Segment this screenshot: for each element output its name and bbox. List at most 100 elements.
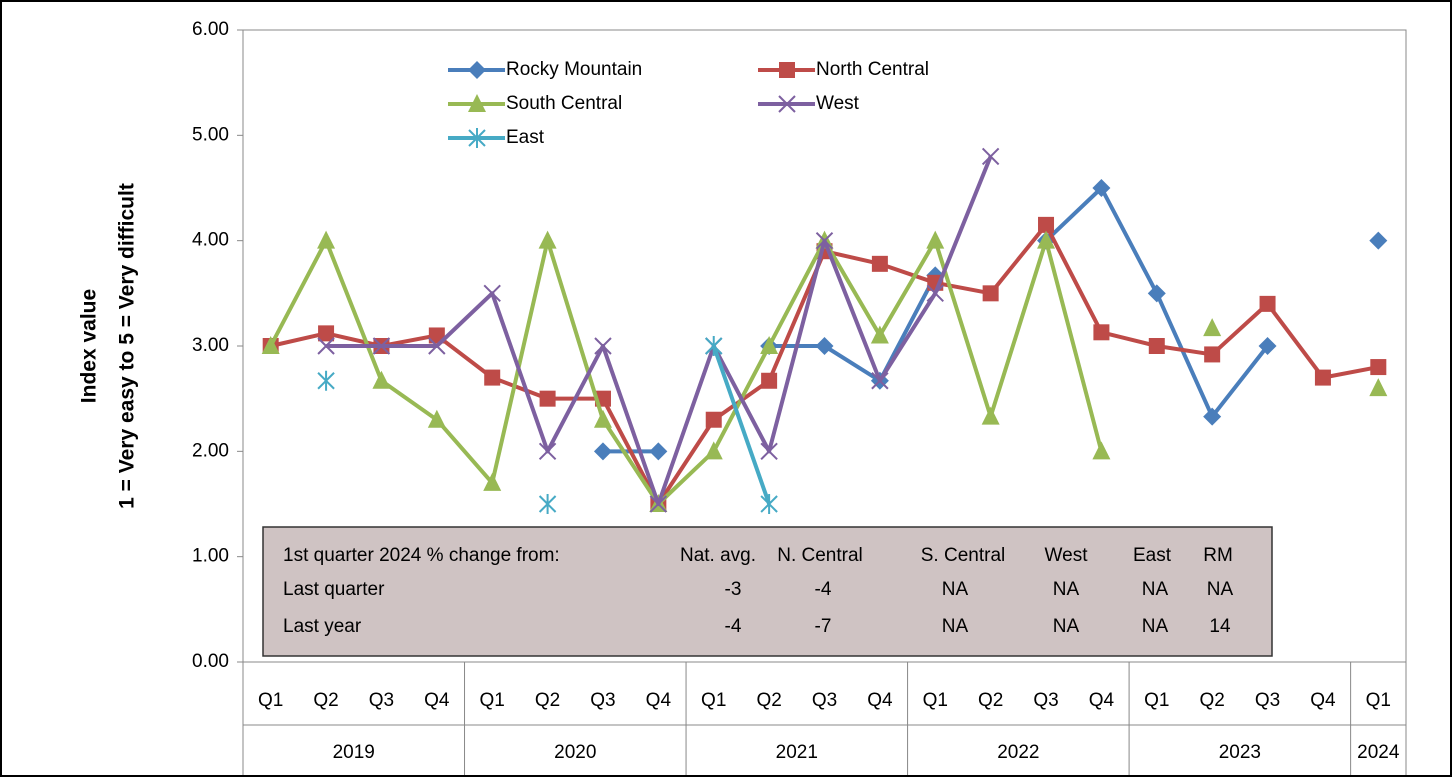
x-tick-label: Q4 [867,690,893,711]
marker [539,390,556,407]
marker [1369,378,1388,397]
annotation-table [262,526,1273,657]
marker [815,231,834,250]
marker [1369,231,1388,250]
marker [870,325,889,344]
marker [538,494,557,514]
marker [981,406,1000,425]
table-cell: NA [1207,579,1234,600]
x-tick-label: Q4 [424,690,450,711]
y-tick-label: 3.00 [192,335,229,356]
marker [760,442,778,461]
table-header: S. Central [921,545,1005,566]
legend-marker [468,61,486,79]
legend-marker [779,62,795,78]
x-tick-label: Q1 [1366,690,1391,711]
x-group-label: 2022 [997,742,1039,763]
marker [705,411,722,428]
marker [1370,359,1387,376]
marker [1147,284,1166,303]
x-tick-label: Q4 [1089,690,1115,711]
marker [318,325,335,342]
marker [317,337,335,355]
table-header: 1st quarter 2024 % change from: [283,545,560,566]
table-header: Nat. avg. [680,545,756,566]
table-cell: -4 [815,579,832,600]
table-cell: NA [1142,616,1169,637]
table-cell: NA [942,579,969,600]
table-cell: NA [1053,616,1080,637]
table-cell: -4 [725,616,742,637]
marker [593,409,612,428]
marker [372,370,391,389]
y-tick-label: 6.00 [192,19,229,40]
table-cell: NA [942,616,969,637]
x-tick-label: Q2 [1199,690,1224,711]
x-group-label: 2019 [333,742,375,763]
marker [1092,441,1111,460]
marker [1093,324,1110,341]
marker [815,337,834,355]
marker [760,336,779,354]
legend-marker [778,95,796,113]
marker [428,337,446,355]
marker [1038,216,1055,233]
marker [760,494,778,514]
table-cell: Last quarter [283,579,385,600]
x-tick-label: Q4 [1310,690,1336,711]
x-tick-label: Q3 [590,690,615,711]
marker [1258,337,1277,355]
x-group-label: 2023 [1219,742,1261,763]
marker [649,495,668,513]
table-cell: -7 [815,616,832,637]
marker [1314,369,1331,386]
marker [649,442,668,461]
y-tick-label: 0.00 [192,651,229,672]
x-tick-label: Q2 [756,690,781,711]
marker [593,442,612,461]
x-tick-label: Q1 [923,690,948,711]
table-header: RM [1203,545,1233,566]
table-cell: Last year [283,616,362,637]
y-axis-label: Index value [78,289,101,403]
x-tick-label: Q4 [646,690,672,711]
marker [484,369,501,386]
legend-label: East [506,127,545,148]
marker [1092,179,1111,197]
marker [704,441,723,460]
marker [1203,407,1222,426]
series-line [711,345,772,505]
table-cell: 14 [1209,616,1231,637]
table-header: East [1133,545,1172,566]
x-group-label: 2024 [1357,742,1400,763]
x-tick-label: Q1 [701,690,726,711]
marker [1259,295,1276,312]
marker [372,337,391,355]
marker [705,336,723,356]
marker [761,372,778,389]
marker [594,337,612,355]
legend-marker [468,128,486,148]
marker [926,284,944,303]
marker [981,147,1000,166]
x-tick-label: Q1 [1144,690,1169,711]
marker [317,230,336,249]
x-tick-label: Q3 [1033,690,1058,711]
x-tick-label: Q3 [812,690,837,711]
table-cell: NA [1142,579,1169,600]
marker [427,409,446,428]
marker [1203,318,1222,337]
marker [1037,230,1056,249]
legend-label: West [816,93,860,114]
x-tick-label: Q1 [480,690,505,711]
legend-marker [468,94,486,112]
marker [261,336,280,354]
y-tick-label: 1.00 [192,546,229,567]
x-tick-label: Q1 [258,690,283,711]
marker [1204,346,1221,363]
x-tick-label: Q3 [1255,690,1280,711]
y-tick-label: 2.00 [192,440,229,461]
y-tick-label: 4.00 [192,230,229,251]
marker [317,370,335,391]
